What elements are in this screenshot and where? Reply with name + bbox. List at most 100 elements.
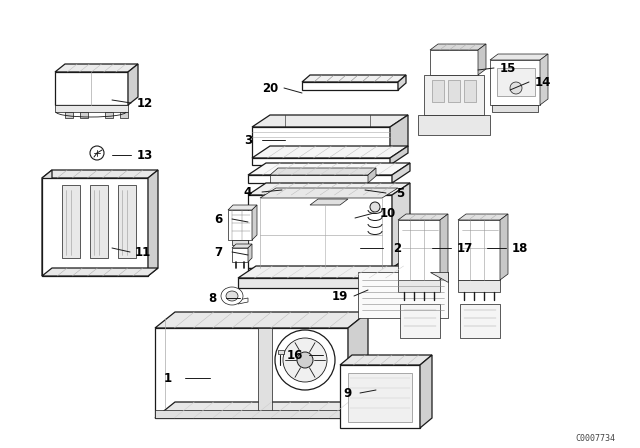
Polygon shape (348, 312, 368, 418)
Text: 18: 18 (512, 241, 528, 254)
Polygon shape (260, 188, 398, 198)
Polygon shape (65, 112, 73, 118)
Text: 5: 5 (396, 186, 404, 199)
Polygon shape (252, 158, 390, 165)
Text: 12: 12 (137, 96, 153, 109)
Circle shape (370, 202, 380, 212)
Text: 17: 17 (457, 241, 473, 254)
Polygon shape (340, 355, 432, 365)
Polygon shape (55, 64, 138, 72)
Polygon shape (118, 185, 136, 258)
Polygon shape (42, 178, 148, 276)
Polygon shape (62, 185, 80, 258)
Polygon shape (400, 304, 440, 338)
Polygon shape (348, 373, 412, 422)
Polygon shape (390, 115, 408, 158)
Polygon shape (310, 199, 348, 205)
Polygon shape (238, 298, 248, 304)
Polygon shape (42, 170, 158, 178)
Polygon shape (392, 163, 410, 183)
Polygon shape (340, 365, 420, 428)
Polygon shape (248, 183, 410, 195)
Text: 9: 9 (344, 387, 352, 400)
Polygon shape (42, 268, 158, 276)
Polygon shape (228, 205, 257, 210)
Polygon shape (490, 60, 540, 105)
Polygon shape (55, 105, 128, 112)
Circle shape (510, 82, 522, 94)
Circle shape (275, 330, 335, 390)
Polygon shape (232, 248, 248, 262)
Text: 14: 14 (535, 76, 551, 89)
Polygon shape (248, 163, 410, 175)
Text: 4: 4 (244, 185, 252, 198)
Bar (497, 68, 535, 96)
Polygon shape (500, 214, 508, 280)
Bar (432, 80, 444, 102)
Polygon shape (358, 272, 448, 318)
Text: 20: 20 (262, 82, 278, 95)
Text: 6: 6 (214, 212, 222, 225)
Polygon shape (155, 328, 348, 418)
Text: C0007734: C0007734 (575, 434, 615, 443)
Polygon shape (148, 170, 158, 276)
Polygon shape (155, 402, 368, 418)
Text: 19: 19 (332, 289, 348, 302)
Polygon shape (424, 75, 484, 115)
Polygon shape (390, 146, 408, 165)
Text: 13: 13 (137, 148, 153, 161)
Polygon shape (248, 175, 392, 183)
Polygon shape (238, 266, 420, 278)
Polygon shape (270, 168, 376, 175)
Polygon shape (252, 127, 390, 158)
Polygon shape (248, 268, 392, 278)
Polygon shape (430, 272, 448, 282)
Polygon shape (302, 82, 398, 90)
Circle shape (297, 352, 313, 368)
Polygon shape (392, 256, 410, 278)
Polygon shape (120, 112, 128, 118)
Polygon shape (232, 240, 248, 245)
Circle shape (90, 146, 104, 160)
Text: 2: 2 (393, 241, 401, 254)
Polygon shape (392, 183, 410, 268)
Polygon shape (492, 105, 538, 112)
Polygon shape (105, 112, 113, 118)
Polygon shape (430, 50, 478, 75)
Polygon shape (248, 244, 252, 262)
Polygon shape (232, 244, 252, 248)
Text: 10: 10 (380, 207, 396, 220)
Polygon shape (302, 75, 406, 82)
Polygon shape (398, 214, 448, 220)
Polygon shape (478, 44, 486, 75)
Polygon shape (155, 410, 348, 418)
Polygon shape (490, 54, 548, 60)
Polygon shape (228, 210, 252, 240)
Polygon shape (258, 328, 272, 418)
Text: 7: 7 (214, 246, 222, 258)
Polygon shape (368, 168, 376, 183)
Circle shape (283, 338, 327, 382)
Polygon shape (460, 304, 500, 338)
Polygon shape (252, 115, 408, 127)
Polygon shape (270, 175, 368, 183)
Polygon shape (90, 185, 108, 258)
Ellipse shape (226, 291, 238, 301)
Polygon shape (128, 64, 138, 105)
Polygon shape (458, 220, 500, 280)
Bar (464, 80, 476, 102)
Polygon shape (398, 220, 440, 280)
Polygon shape (540, 54, 548, 105)
Polygon shape (238, 278, 402, 288)
Text: 16: 16 (287, 349, 303, 362)
Text: 1: 1 (164, 371, 172, 384)
Polygon shape (80, 112, 88, 118)
Polygon shape (155, 312, 368, 328)
Bar (278, 350, 284, 354)
Polygon shape (252, 146, 408, 158)
Polygon shape (252, 205, 257, 240)
Ellipse shape (221, 287, 243, 305)
Polygon shape (55, 72, 128, 105)
Text: 3: 3 (244, 134, 252, 146)
Text: 11: 11 (135, 246, 151, 258)
